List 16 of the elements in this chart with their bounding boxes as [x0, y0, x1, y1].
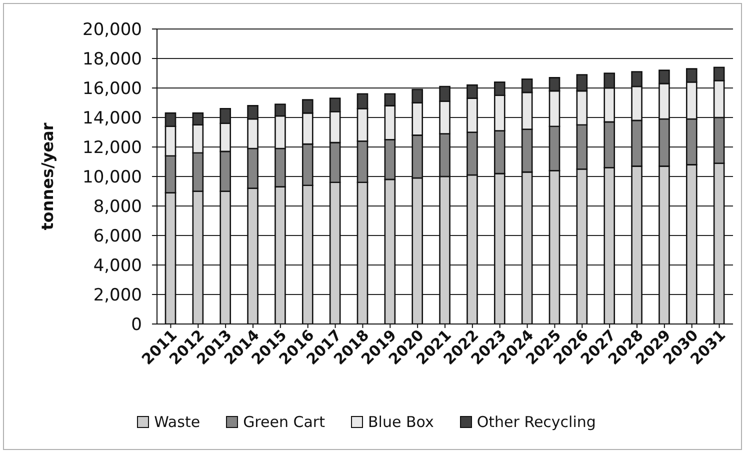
y-tick-label: 8,000 [93, 197, 142, 218]
y-tick-label: 18,000 [82, 50, 142, 70]
y-tick-label: 4,000 [93, 256, 142, 276]
legend-label: Other Recycling [476, 413, 596, 431]
y-tick-label: 20,000 [82, 20, 142, 40]
y-tick-label: 6,000 [93, 226, 142, 247]
legend-label: Blue Box [368, 413, 434, 431]
y-tick-label: 0 [131, 315, 142, 336]
y-axis-title: tonnes/year [38, 122, 56, 230]
legend-label: Waste [154, 413, 200, 431]
y-tick-label: 2,000 [93, 286, 142, 306]
legend-label: Green Cart [243, 413, 325, 431]
y-tick-label: 10,000 [82, 168, 142, 188]
y-tick-label: 16,000 [82, 79, 142, 100]
y-tick-label: 12,000 [82, 138, 142, 158]
y-tick-label: 14,000 [82, 108, 142, 129]
